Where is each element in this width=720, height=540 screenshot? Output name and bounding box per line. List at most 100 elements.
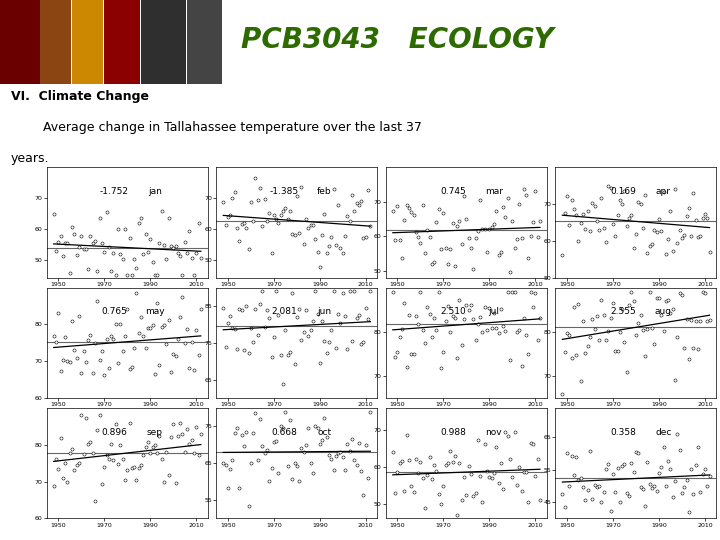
- Point: [351, 314, 362, 322]
- Point: [516, 487, 527, 495]
- Point: [291, 313, 302, 321]
- Point: [697, 469, 708, 478]
- Point: [80, 414, 91, 422]
- Point: [360, 303, 372, 312]
- Point: [532, 455, 544, 463]
- Point: [261, 446, 273, 454]
- Point: [284, 348, 296, 356]
- Point: [48, 481, 60, 490]
- Point: [55, 366, 66, 375]
- Point: [692, 232, 703, 241]
- Point: [444, 446, 456, 455]
- Point: [500, 327, 511, 335]
- Point: [346, 435, 358, 444]
- Point: [57, 474, 68, 483]
- Point: [50, 338, 62, 347]
- Point: [459, 192, 470, 200]
- Point: [598, 224, 610, 232]
- Text: jan: jan: [148, 187, 161, 196]
- Point: [672, 239, 683, 247]
- Point: [572, 476, 584, 484]
- Point: [259, 449, 271, 457]
- Point: [635, 311, 647, 320]
- Point: [647, 323, 658, 332]
- Point: [658, 188, 670, 197]
- Point: [147, 321, 158, 330]
- Point: [264, 314, 275, 323]
- Point: [472, 435, 484, 444]
- Point: [91, 426, 103, 435]
- Point: [447, 219, 459, 228]
- Point: [561, 329, 572, 338]
- Point: [595, 498, 607, 507]
- Point: [94, 213, 105, 222]
- Point: [392, 347, 403, 356]
- Point: [670, 376, 681, 384]
- Point: [256, 441, 268, 450]
- Point: [699, 288, 711, 297]
- Point: [188, 448, 199, 457]
- Point: [424, 453, 436, 462]
- Point: [222, 484, 233, 492]
- Point: [474, 471, 486, 480]
- Point: [467, 265, 479, 274]
- Point: [518, 313, 530, 322]
- Point: [275, 422, 287, 430]
- Point: [344, 217, 356, 226]
- Point: [68, 346, 80, 354]
- Point: [564, 330, 575, 339]
- Point: [55, 232, 66, 240]
- Point: [135, 313, 147, 321]
- Point: [433, 288, 444, 296]
- Point: [486, 223, 498, 232]
- Point: [667, 247, 678, 256]
- Point: [530, 187, 541, 195]
- Point: [426, 475, 438, 484]
- Point: [68, 230, 80, 238]
- Point: [525, 232, 536, 240]
- Point: [151, 271, 163, 279]
- Point: [161, 448, 172, 456]
- Point: [176, 293, 188, 301]
- Bar: [40, 0, 71, 84]
- Point: [293, 305, 305, 314]
- Point: [582, 206, 593, 215]
- Point: [227, 324, 238, 333]
- Point: [637, 326, 649, 334]
- Point: [181, 424, 193, 433]
- Point: [328, 287, 339, 295]
- Point: [595, 296, 607, 305]
- Point: [348, 207, 360, 216]
- Point: [76, 232, 87, 240]
- Point: [316, 231, 328, 239]
- Point: [433, 490, 444, 499]
- Point: [161, 339, 172, 348]
- Point: [236, 431, 248, 440]
- Point: [408, 350, 419, 359]
- Point: [252, 456, 264, 464]
- Point: [674, 226, 685, 234]
- Point: [534, 495, 546, 504]
- Point: [142, 324, 153, 333]
- Point: [424, 232, 436, 241]
- Point: [570, 211, 582, 219]
- Point: [273, 218, 284, 227]
- Point: [390, 488, 401, 497]
- Point: [186, 436, 197, 444]
- Point: [310, 422, 321, 430]
- Point: [417, 201, 428, 210]
- Point: [293, 228, 305, 237]
- Point: [243, 502, 254, 510]
- Point: [131, 475, 143, 484]
- Point: [266, 248, 277, 257]
- Point: [465, 470, 477, 478]
- Point: [672, 333, 683, 341]
- Point: [186, 253, 197, 262]
- Point: [319, 414, 330, 422]
- Point: [680, 212, 692, 221]
- Point: [405, 350, 417, 359]
- Point: [419, 248, 431, 257]
- Point: [396, 325, 408, 334]
- Point: [456, 341, 467, 349]
- Point: [346, 191, 358, 199]
